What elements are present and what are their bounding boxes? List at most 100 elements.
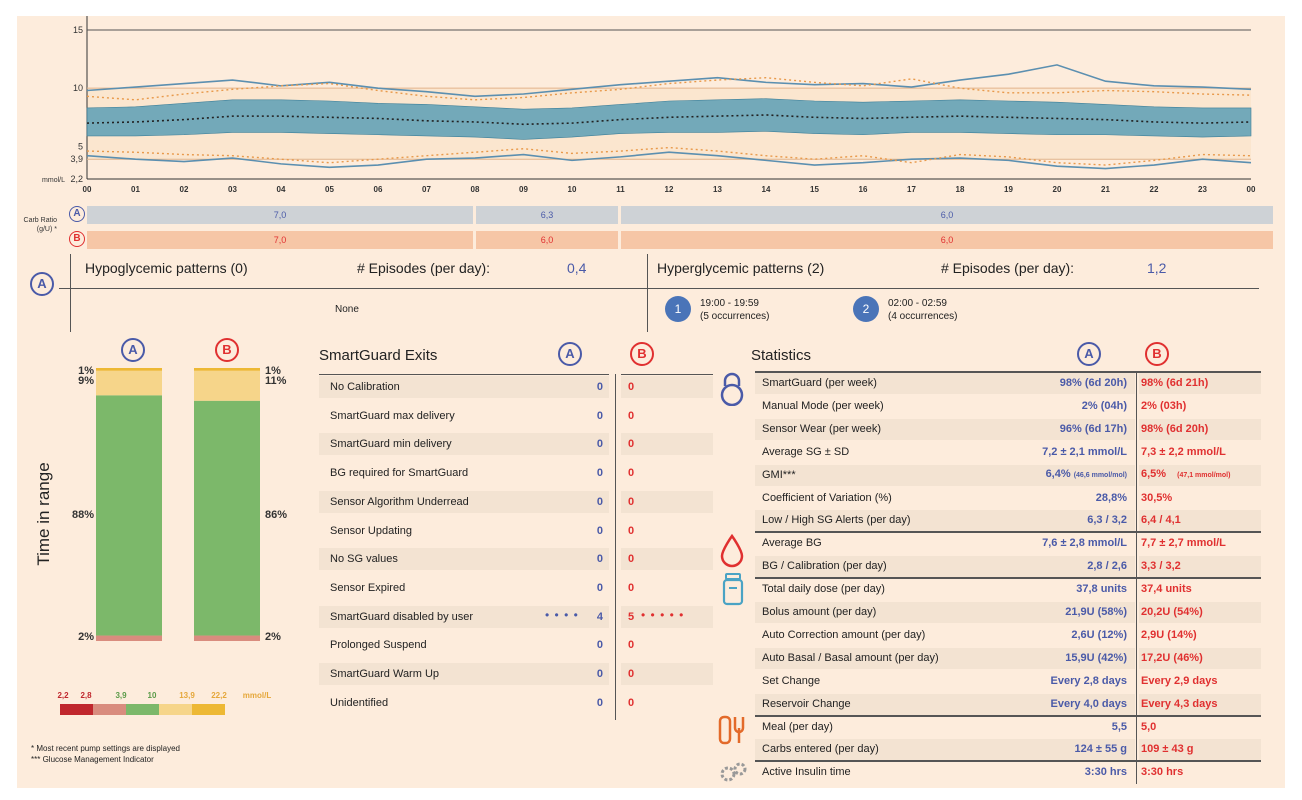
x-tick-label: 23	[1198, 185, 1207, 194]
x-tick-label: 06	[374, 185, 383, 194]
series-upper-outer	[86, 64, 1252, 98]
footnote-gmi: *** Glucose Management Indicator	[31, 755, 154, 764]
x-tick-label: 15	[810, 185, 819, 194]
smartguard-row-label: Sensor Updating	[330, 524, 412, 537]
row-shade	[1139, 693, 1261, 715]
statistics-row-value-b: 17,2U (46%)	[1141, 651, 1203, 664]
statistics-col-a-marker: A	[1077, 342, 1101, 366]
row-shade	[1139, 739, 1261, 761]
hypo-patterns-none: None	[335, 304, 359, 315]
smartguard-row-label: No SG values	[330, 553, 398, 566]
tir-legend: 2,2 2,8 3,9 10 13,9 22,2 mmol/L	[57, 691, 272, 715]
smartguard-row-value-a: 0	[596, 409, 603, 422]
tir-a-high-segment	[96, 370, 162, 396]
hyper-pattern-1-occurrences: (5 occurrences)	[700, 311, 770, 322]
statistics-row-value-b: 3,3 / 3,2	[1141, 560, 1181, 573]
smartguard-row-label: Sensor Expired	[330, 581, 406, 594]
glucose-profile-chart: 15 10 5 3,9 2,2 mmol/L 00 01 02 03 04 05 06 07 08 09 10 1…	[42, 16, 1256, 194]
row-shade	[621, 605, 713, 628]
x-tick-label: 14	[762, 185, 771, 194]
x-tick-label: 00	[83, 185, 92, 194]
statistics-row-label: Set Change	[762, 674, 821, 687]
statistics-row-value-a: 2% (04h)	[1081, 399, 1127, 412]
statistics-row-label: Low / High SG Alerts (per day)	[762, 514, 911, 527]
row-shade	[755, 602, 1135, 623]
row-shade	[621, 663, 713, 685]
statistics-row-label: Manual Mode (per week)	[762, 399, 884, 412]
statistics-row-value-a: 98% (6d 20h)	[1059, 377, 1127, 389]
statistics-row-value-a: 2,8 / 2,6	[1087, 560, 1127, 573]
tir-legend-tick: mmol/L	[243, 691, 272, 700]
tir-legend-tick: 13,9	[179, 691, 195, 700]
smartguard-row-label: No Calibration	[330, 381, 400, 393]
smartguard-header-rule-b	[621, 374, 713, 375]
statistics-row-value-b: 6,4 / 4,1	[1141, 514, 1181, 527]
tir-b-low-label: 2%	[265, 631, 281, 643]
smartguard-row-value-b: 0	[628, 495, 635, 508]
tir-a-very-high-label: 1%	[78, 365, 94, 377]
carb-ratio-b-segment-2: 6,0	[476, 231, 618, 249]
row-shade	[319, 663, 609, 685]
carb-ratio-label: Carb Ratio (g/U) *	[23, 217, 57, 233]
row-shade	[621, 490, 713, 513]
row-shade	[755, 373, 1135, 394]
tir-legend-tick: 22,2	[211, 691, 227, 700]
y-tick-label: 2,2	[70, 174, 83, 184]
tir-b-in-range-label: 86%	[265, 509, 287, 521]
statistics-row-value-b: 3:30 hrs	[1141, 766, 1184, 779]
statistics-col-b-marker: B	[1145, 342, 1169, 366]
tir-legend-tick: 3,9	[115, 691, 127, 700]
row-shade	[755, 418, 1135, 440]
smartguard-row-label: SmartGuard disabled by user	[330, 610, 474, 623]
smartguard-row-value-a: 0	[596, 639, 603, 652]
smartguard-dots-b: • • • • •	[641, 607, 685, 622]
hyper-episodes-label: # Episodes (per day):	[941, 260, 1075, 276]
smartguard-row-value-b: 0	[628, 553, 635, 566]
smartguard-row-value-b: 0	[628, 696, 635, 709]
smartguard-row-value-b: 0	[628, 467, 635, 480]
x-tick-label: 19	[1004, 185, 1013, 194]
row-shade	[621, 433, 713, 456]
smartguard-header-rule	[319, 374, 609, 375]
statistics-row-value-b: 2% (03h)	[1141, 399, 1187, 412]
statistics-row-value-a: 96% (6d 17h)	[1059, 422, 1127, 435]
statistics-row-label: GMI***	[762, 468, 796, 481]
smartguard-row-label: Unidentified	[330, 696, 389, 709]
time-in-range-bars: 1%9%88%2%1%11%86%2%	[72, 365, 287, 643]
statistics-row-label: Coefficient of Variation (%)	[762, 491, 892, 504]
smartguard-dots-a: • • • •	[545, 607, 579, 622]
statistics-row-label: Auto Basal / Basal amount (per day)	[762, 651, 939, 664]
tir-legend-swatch	[192, 704, 225, 715]
x-tick-label: 01	[131, 185, 140, 194]
statistics-row-label: Active Insulin time	[762, 766, 851, 779]
smartguard-column-divider	[615, 374, 616, 720]
x-tick-label: 00	[1247, 185, 1256, 194]
statistics-row-value-b: 6,5% (47,1 mmol/mol)	[1141, 467, 1231, 480]
smartguard-row-value-b: 0	[628, 668, 635, 680]
statistics-row-value-a: 124 ± 55 g	[1074, 743, 1127, 756]
smartguard-row-label: BG required for SmartGuard	[330, 467, 469, 480]
patterns-underline	[59, 288, 1259, 289]
tir-b-low-segment	[194, 635, 260, 641]
statistics-group-rule	[755, 714, 1261, 717]
tir-a-in-range-segment	[96, 395, 162, 636]
statistics-row-value-a: 3:30 hrs	[1084, 766, 1127, 779]
y-tick-label: 15	[73, 25, 83, 35]
statistics-row-value-a: 6,3 / 3,2	[1087, 514, 1127, 527]
smartguard-row-value-a: 0	[596, 381, 603, 393]
hyper-pattern-1-time: 19:00 - 19:59	[700, 298, 759, 309]
smartguard-row-value-a: 0	[596, 438, 603, 451]
x-tick-label: 12	[665, 185, 674, 194]
tir-a-high-label: 9%	[78, 375, 94, 387]
row-shade	[319, 605, 609, 628]
statistics-row-value-a: 6,4% (46,6 mmol/mol)	[1045, 467, 1127, 480]
smartguard-col-a-marker: A	[558, 342, 582, 366]
patterns-left-divider	[70, 254, 71, 332]
tir-a-low-label: 2%	[78, 631, 94, 643]
x-tick-label: 08	[471, 185, 480, 194]
tir-legend-swatch	[60, 704, 93, 715]
statistics-row-label: Sensor Wear (per week)	[762, 422, 882, 435]
statistics-row-value-b: 5,0	[1141, 720, 1157, 733]
x-tick-label: 04	[277, 185, 286, 194]
statistics-row-value-b: Every 4,3 days	[1141, 697, 1218, 710]
